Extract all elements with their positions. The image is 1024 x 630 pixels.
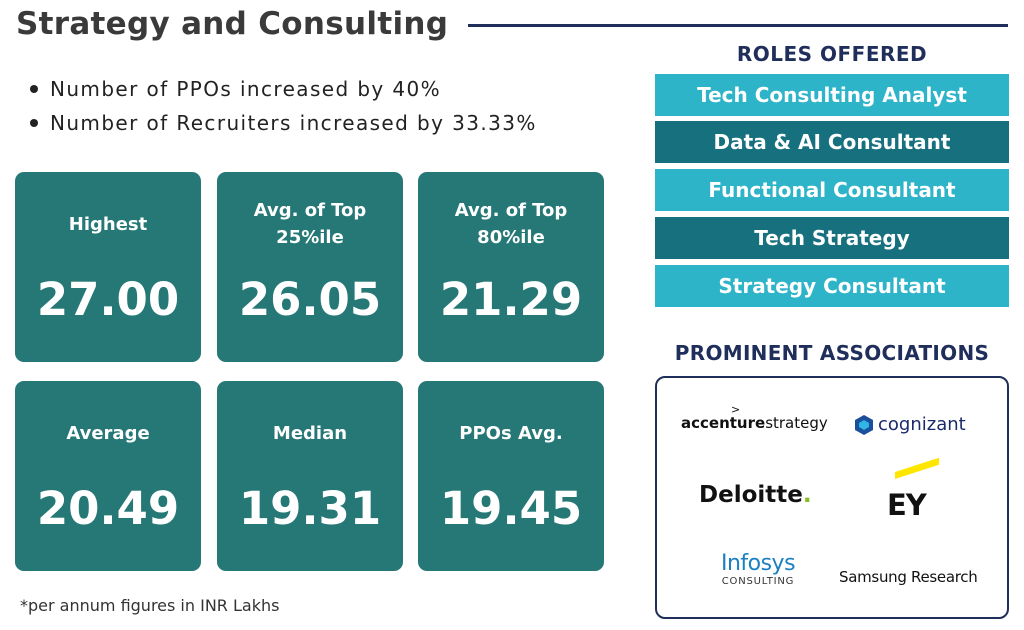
role-item: Strategy Consultant [655,265,1009,307]
stat-card-ppos-avg: PPOs Avg. 19.45 [418,381,604,571]
bullet-icon [30,118,38,127]
stat-card-top25: Avg. of Top 25%ile 26.05 [217,172,403,362]
deloitte-dot-icon: . [802,482,812,508]
stat-card-median: Median 19.31 [217,381,403,571]
stat-value: 26.05 [238,273,382,326]
associations-heading: PROMINENT ASSOCIATIONS [674,341,990,365]
highlight-item: Number of PPOs increased by 40% [30,72,537,106]
role-item: Tech Consulting Analyst [655,74,1009,116]
role-item: Tech Strategy [655,217,1009,259]
stat-value: 27.00 [36,273,180,326]
highlights-list: Number of PPOs increased by 40% Number o… [30,72,537,140]
ey-logo: EY [885,457,945,528]
footnote: *per annum figures in INR Lakhs [20,596,280,615]
stat-label: PPOs Avg. [459,422,563,444]
highlight-item: Number of Recruiters increased by 33.33% [30,106,537,140]
cognizant-logo: cognizant [853,414,966,436]
bullet-icon [30,84,38,93]
stat-card-top80: Avg. of Top 80%ile 21.29 [418,172,604,362]
ey-beam-icon [895,457,939,479]
accenture-strategy-logo: > accenturestrategy [681,403,828,432]
stat-value: 19.45 [439,482,583,535]
deloitte-logo: Deloitte. [699,482,812,508]
stat-label: Avg. of Top 80%ile [454,200,568,248]
stat-value: 20.49 [36,482,180,535]
infosys-consulting-logo: Infosys CONSULTING [720,551,796,588]
stat-label: Highest [68,213,148,235]
stat-card-average: Average 20.49 [15,381,201,571]
stat-label: Median [272,422,348,444]
roles-heading: ROLES OFFERED [736,42,928,66]
stat-value: 19.31 [238,482,382,535]
role-item: Functional Consultant [655,169,1009,211]
accenture-caret-icon: > [731,403,741,416]
stat-value: 21.29 [439,273,583,326]
role-item: Data & AI Consultant [655,121,1009,163]
stat-label: Avg. of Top 25%ile [253,200,367,248]
associations-logo-panel: > accenturestrategy cognizant Deloitte. E… [655,376,1009,619]
cognizant-mark-icon [855,415,873,435]
stat-card-highest: Highest 27.00 [15,172,201,362]
title-divider [468,24,1008,27]
stat-label: Average [66,422,150,444]
samsung-research-logo: Samsung Research [839,568,978,586]
page-title: Strategy and Consulting [16,6,449,42]
